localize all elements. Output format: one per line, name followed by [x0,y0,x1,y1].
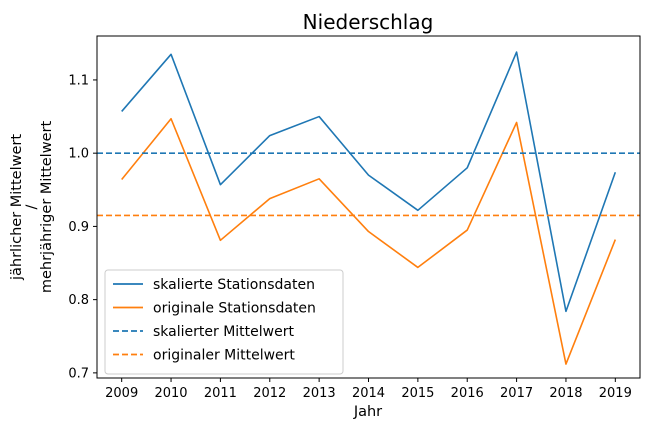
x-tick-label: 2018 [549,386,582,401]
legend: skalierte Stationsdaten originale Station… [104,269,344,375]
y-axis-label: jährlicher Mittelwert / mehrjähriger Mit… [9,121,55,294]
legend-label: skalierter Mittelwert [153,324,294,340]
y-tick-label: 0.9 [68,220,89,235]
series-line-1 [121,51,617,313]
y-axis-label-line-2: / [24,204,40,209]
x-tick-label: 2014 [352,386,385,401]
chart-title: Niederschlag [303,10,434,34]
y-axis-label-line-1: jährlicher Mittelwert [9,134,25,281]
y-tick-label: 0.7 [68,366,89,381]
legend-label: originaler Mittelwert [153,348,295,364]
y-tick-label: 1.1 [68,73,89,88]
legend-box [104,269,344,375]
x-tick-label: 2017 [500,386,533,401]
x-tick-label: 2012 [253,386,286,401]
x-tick-label: 2016 [451,386,484,401]
x-tick-label: 2009 [105,386,138,401]
x-tick-label: 2019 [599,386,632,401]
x-tick-label: 2013 [303,386,336,401]
series-line-2 [121,117,617,365]
x-tick-label: 2011 [204,386,237,401]
y-axis-label-line-3: mehrjähriger Mittelwert [39,121,55,294]
x-tick-label: 2015 [401,386,434,401]
y-tick-label: 0.8 [68,293,89,308]
legend-label: skalierte Stationsdaten [153,277,315,293]
x-axis-label: Jahr [353,404,382,420]
legend-label: originale Stationsdaten [153,301,316,317]
x-tick-label: 2010 [154,386,187,401]
y-tick-label: 1.0 [68,147,89,162]
